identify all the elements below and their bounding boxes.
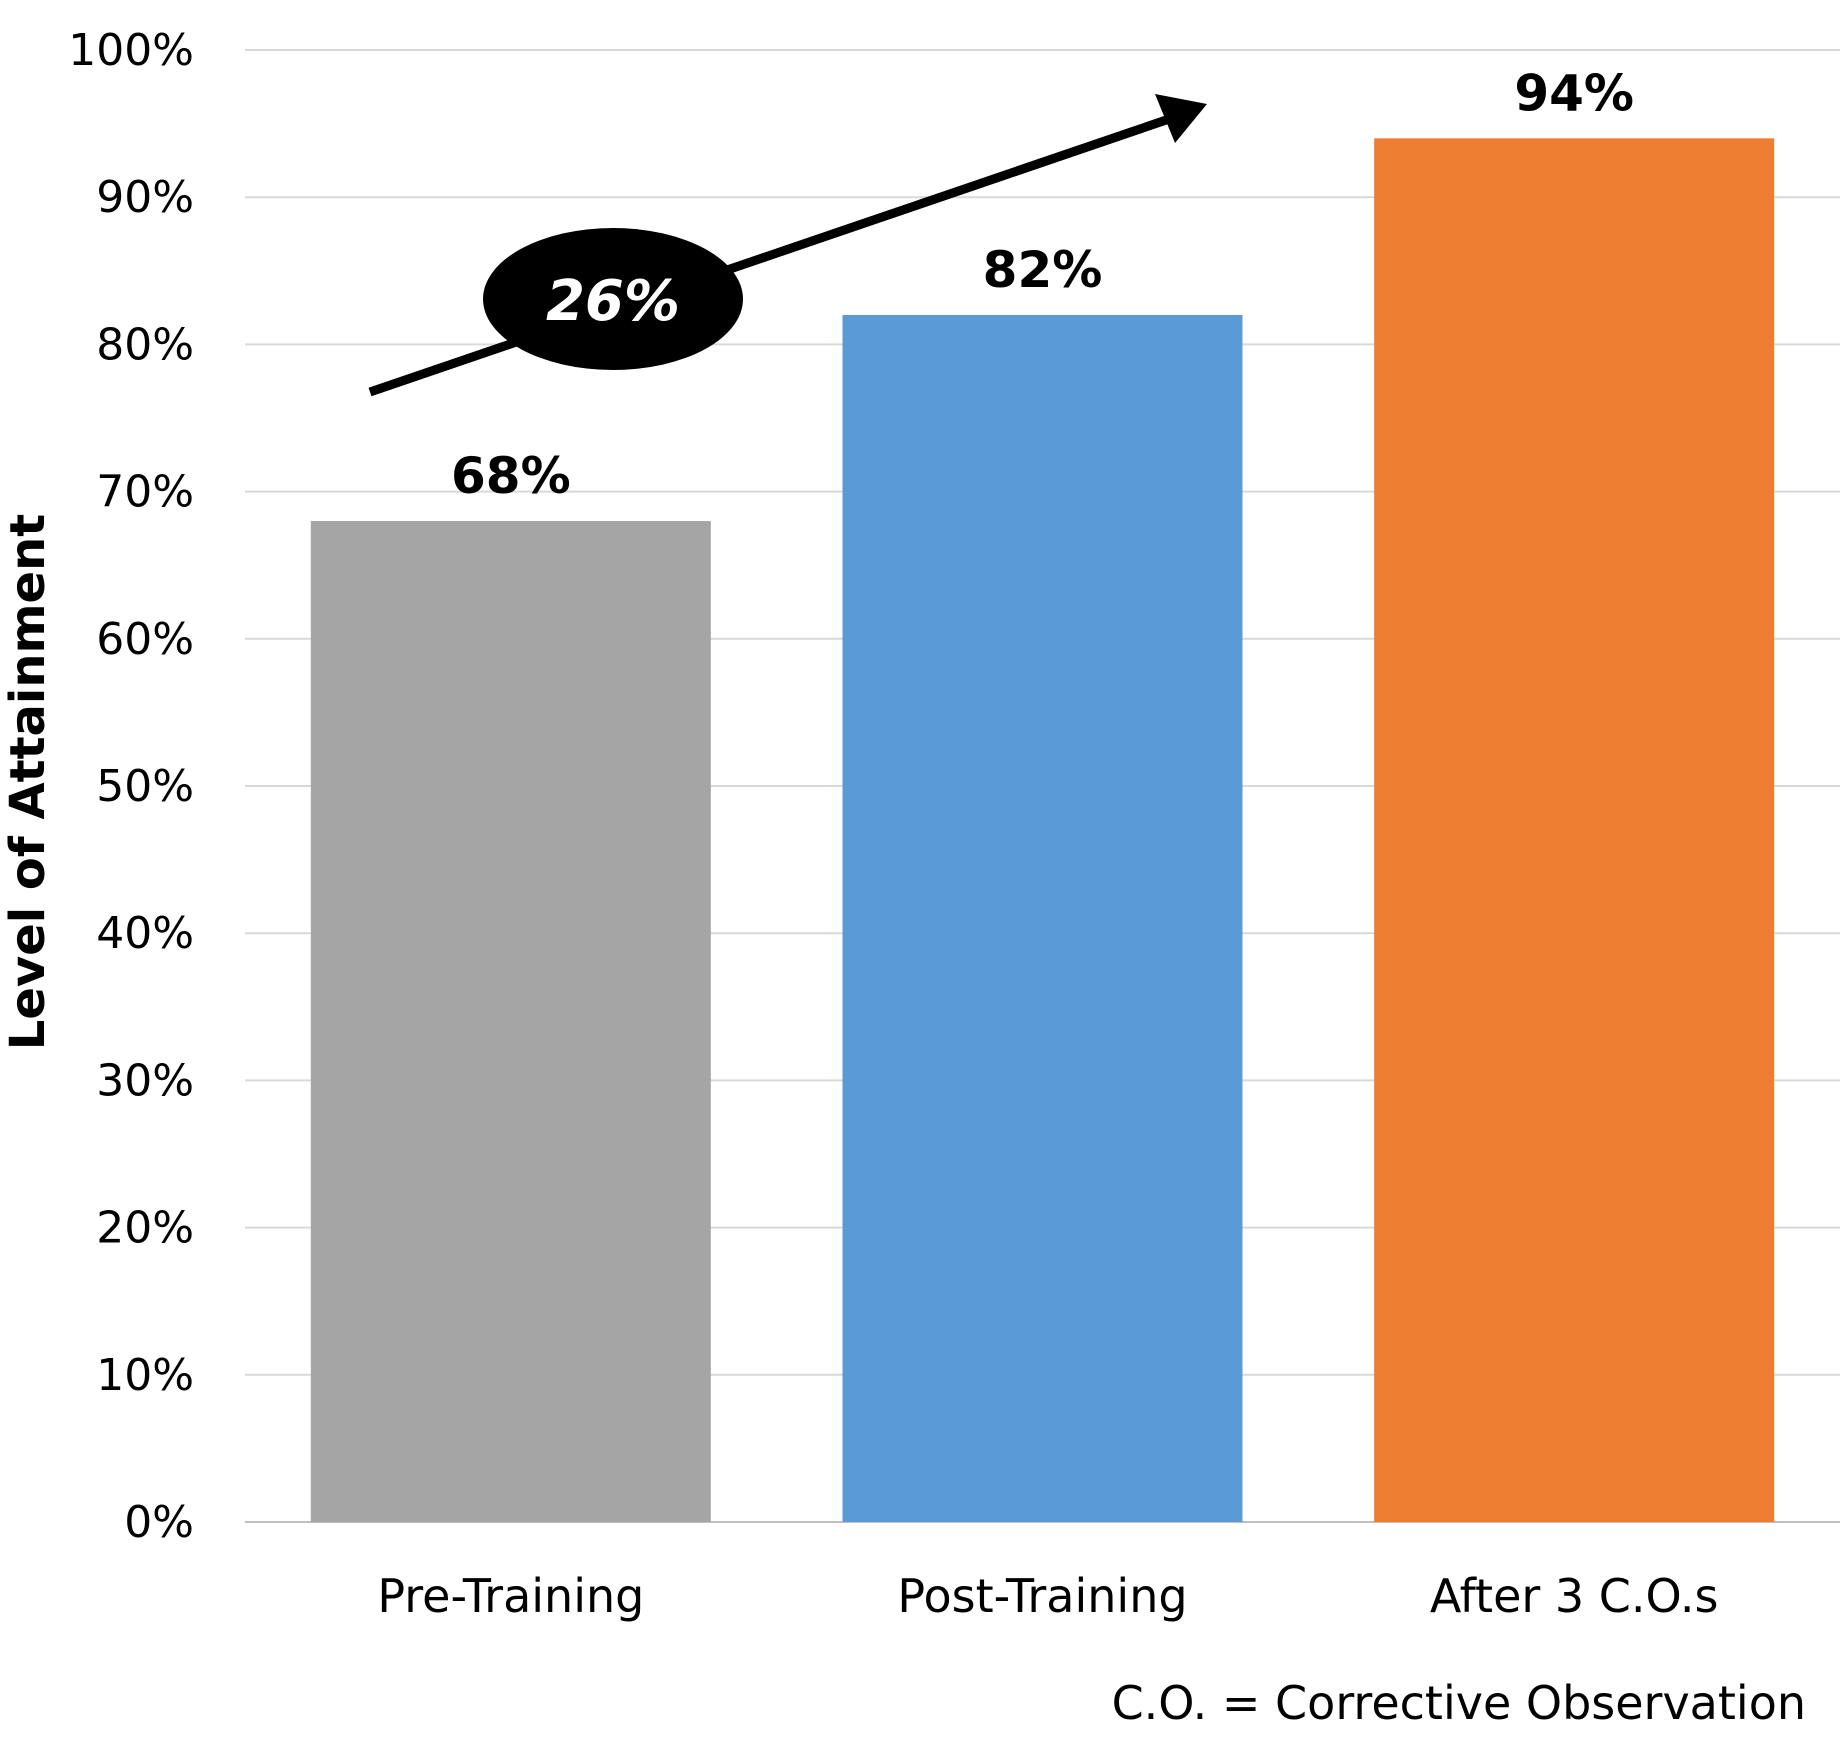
y-tick-label: 100% <box>68 25 194 76</box>
category-label: Post-Training <box>897 1569 1187 1623</box>
y-axis-label: Level of Attainment <box>0 514 56 1050</box>
x-axis-categories: Pre-Training Post-Training After 3 C.O.s <box>377 1569 1718 1623</box>
y-tick-label: 30% <box>96 1055 194 1106</box>
callout-ellipse <box>483 228 743 370</box>
y-tick-label: 60% <box>96 614 194 665</box>
category-label: After 3 C.O.s <box>1430 1569 1719 1623</box>
bar <box>842 314 1243 1523</box>
callout-label: 26% <box>546 269 680 334</box>
y-tick-label: 40% <box>96 908 194 959</box>
data-label: 94% <box>1514 64 1634 122</box>
footnote: C.O. = Corrective Observation <box>1112 1676 1806 1730</box>
y-tick-label: 10% <box>96 1350 194 1401</box>
data-label: 82% <box>983 241 1103 299</box>
y-tick-label: 20% <box>96 1203 194 1254</box>
arrow-head-icon <box>1155 94 1207 143</box>
trend-arrow-line <box>368 112 1177 397</box>
y-tick-label: 70% <box>96 467 194 518</box>
bar <box>1374 138 1775 1522</box>
category-label: Pre-Training <box>377 1569 644 1623</box>
y-tick-label: 80% <box>96 319 194 370</box>
y-tick-label: 90% <box>96 172 194 223</box>
y-tick-label: 50% <box>96 761 194 812</box>
data-label: 68% <box>451 447 571 505</box>
y-tick-label: 0% <box>124 1497 194 1548</box>
bars <box>310 138 1775 1523</box>
trend-annotation: 26% <box>368 94 1207 397</box>
data-labels: 68% 82% 94% <box>451 64 1634 505</box>
bar <box>310 521 711 1522</box>
y-axis-ticks: 0% 10% 20% 30% 40% 50% 60% 70% 80% 90% 100% <box>68 25 194 1548</box>
